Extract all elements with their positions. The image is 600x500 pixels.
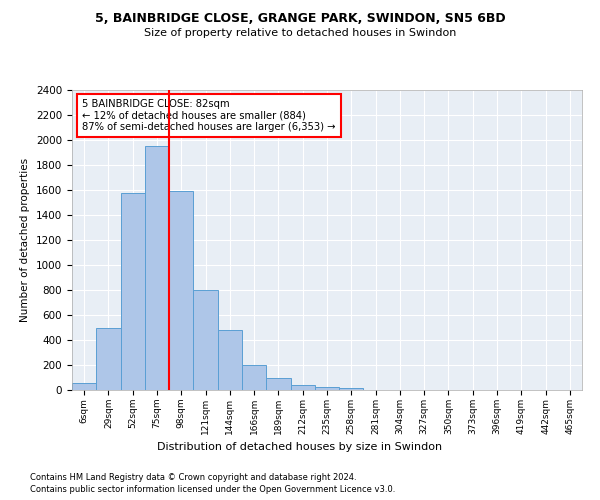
Bar bbox=[193, 290, 218, 390]
Text: 5 BAINBRIDGE CLOSE: 82sqm
← 12% of detached houses are smaller (884)
87% of semi: 5 BAINBRIDGE CLOSE: 82sqm ← 12% of detac… bbox=[82, 99, 336, 132]
Bar bbox=[290, 385, 315, 390]
Bar bbox=[266, 378, 290, 390]
Text: Contains public sector information licensed under the Open Government Licence v3: Contains public sector information licen… bbox=[30, 485, 395, 494]
Bar bbox=[72, 382, 96, 390]
Text: Distribution of detached houses by size in Swindon: Distribution of detached houses by size … bbox=[157, 442, 443, 452]
Text: Contains HM Land Registry data © Crown copyright and database right 2024.: Contains HM Land Registry data © Crown c… bbox=[30, 472, 356, 482]
Y-axis label: Number of detached properties: Number of detached properties bbox=[20, 158, 31, 322]
Text: Size of property relative to detached houses in Swindon: Size of property relative to detached ho… bbox=[144, 28, 456, 38]
Text: 5, BAINBRIDGE CLOSE, GRANGE PARK, SWINDON, SN5 6BD: 5, BAINBRIDGE CLOSE, GRANGE PARK, SWINDO… bbox=[95, 12, 505, 26]
Bar bbox=[218, 330, 242, 390]
Bar bbox=[121, 192, 145, 390]
Bar bbox=[145, 146, 169, 390]
Bar bbox=[242, 365, 266, 390]
Bar bbox=[96, 328, 121, 390]
Bar bbox=[339, 388, 364, 390]
Bar bbox=[169, 191, 193, 390]
Bar bbox=[315, 386, 339, 390]
